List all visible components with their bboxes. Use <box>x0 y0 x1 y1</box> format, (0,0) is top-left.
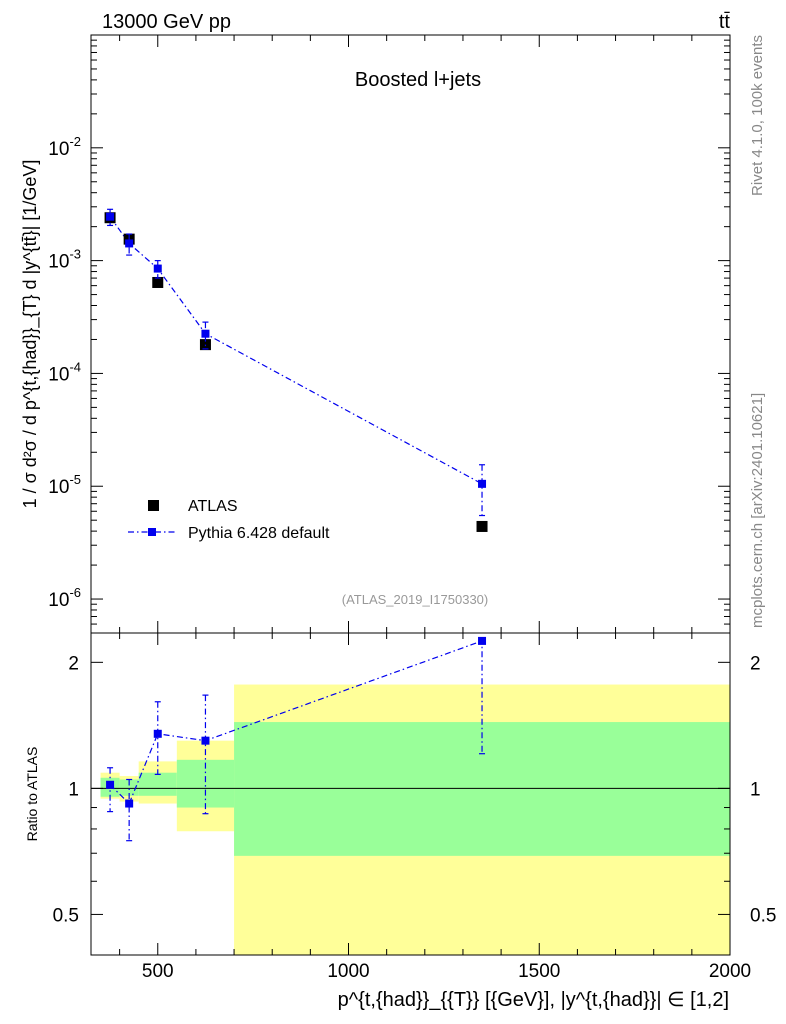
main-y-axis-label: 1 / σ d²σ / d p^{t,{had}}_{T} d |y^{tt̄}… <box>20 160 41 509</box>
ratio-point <box>153 729 162 738</box>
pythia-point <box>125 239 134 248</box>
main-ticks <box>91 34 731 634</box>
legend: ATLAS Pythia 6.428 default <box>128 498 330 542</box>
main-y-tick-label: 10-4 <box>48 359 81 385</box>
main-frame <box>90 34 731 634</box>
main-y-tick-labels: 10-6 10-5 10-4 10-3 10-2 <box>48 134 81 611</box>
ratio-y-tick-label: 1 <box>68 779 79 800</box>
pythia-point <box>478 479 487 488</box>
pythia-line <box>109 216 483 485</box>
main-y-tick-label: 10-5 <box>48 472 81 498</box>
ratio-data <box>106 636 487 842</box>
pythia-point <box>201 329 210 338</box>
ratio-bands <box>100 684 731 955</box>
ratio-point <box>478 636 487 645</box>
rivet-label: Rivet 4.1.0, 100k events <box>749 35 766 196</box>
ratio-y-tick-label: 0.5 <box>53 905 79 926</box>
mcplots-label: mcplots.cern.ch [arXiv:2401.10621] <box>749 393 766 628</box>
main-y-tick-label: 10-2 <box>48 134 81 160</box>
header-right: tt̄ <box>719 11 731 33</box>
ratio-frame <box>90 632 731 956</box>
x-axis-label: p^{t,{had}}_{{T}} [{GeV}], |y^{t,{had}}|… <box>338 989 729 1011</box>
ratio-y-tick-label-right: 2 <box>750 653 761 674</box>
ratio-x-tick-labels: 500 1000 1500 2000 <box>142 961 751 982</box>
ratio-y-tick-label: 2 <box>68 653 79 674</box>
analysis-label: (ATLAS_2019_I1750330) <box>342 592 488 607</box>
ratio-y-tick-label-right: 1 <box>750 779 761 800</box>
main-y-tick-label: 10-6 <box>48 585 81 611</box>
ratio-band-inner <box>119 779 139 796</box>
ratio-point <box>201 736 210 745</box>
ratio-x-tick-label: 1500 <box>518 961 560 982</box>
ratio-pythia-line <box>109 640 483 805</box>
ratio-band-inner <box>138 772 177 796</box>
ratio-panel: 0.5 0.5 1 1 2 2 500 1000 1500 2000 Ratio to ATLA… <box>24 632 777 1011</box>
main-data <box>104 208 488 532</box>
ratio-x-tick-label: 500 <box>142 961 174 982</box>
ratio-y-tick-labels: 0.5 0.5 1 1 2 2 <box>53 653 777 926</box>
ratio-band-inner <box>234 722 731 856</box>
atlas-point <box>476 520 488 532</box>
legend-pythia-label: Pythia 6.428 default <box>188 525 330 542</box>
pythia-point <box>153 264 162 273</box>
main-y-tick-label: 10-3 <box>48 247 81 273</box>
legend-atlas-label: ATLAS <box>188 498 238 515</box>
header-left: 13000 GeV pp <box>102 11 231 33</box>
ratio-y-tick-label-right: 0.5 <box>750 905 776 926</box>
ratio-point <box>106 780 115 789</box>
ratio-x-tick-label: 2000 <box>709 961 751 982</box>
legend-pythia-marker <box>148 528 156 536</box>
ratio-ticks <box>91 633 731 956</box>
ratio-y-axis-label: Ratio to ATLAS <box>24 747 40 842</box>
atlas-point <box>152 276 164 288</box>
legend-atlas-marker <box>148 500 159 511</box>
main-panel: 10-6 10-5 10-4 10-3 10-2 Boosted l+jets (ATL… <box>20 34 731 634</box>
pythia-point <box>106 212 115 221</box>
ratio-x-tick-label: 1000 <box>327 961 369 982</box>
ratio-point <box>125 799 134 808</box>
chart-title: Boosted l+jets <box>355 69 481 91</box>
